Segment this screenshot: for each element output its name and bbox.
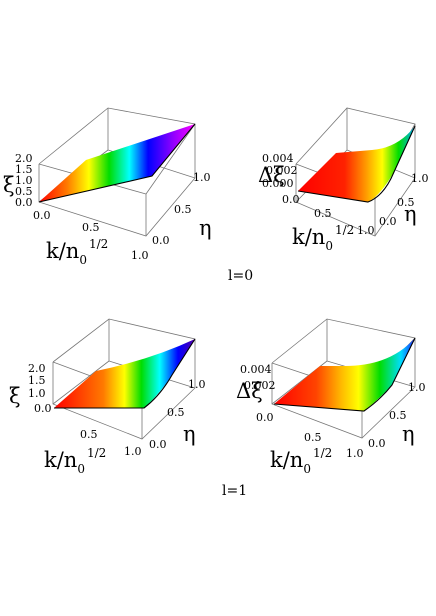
x-tick-label: 1.0 xyxy=(124,445,142,458)
z-tick-label: 0.0 xyxy=(15,196,33,209)
z-axis-label: ξ xyxy=(9,384,21,408)
surface-edge xyxy=(38,123,196,203)
x-tick-label: 0.5 xyxy=(314,207,332,220)
y-tick-label: 1.0 xyxy=(411,172,429,185)
z-tick-label: 1.5 xyxy=(28,374,46,387)
z-axis-label: ξ xyxy=(3,173,15,197)
row-caption: l=0 xyxy=(228,268,253,284)
surface-edge xyxy=(54,338,196,409)
z-axis-label: Δξ xyxy=(258,163,285,187)
z-tick-label: 2.0 xyxy=(28,362,46,375)
x-tick-label: 1.0 xyxy=(357,224,375,237)
surface-edge xyxy=(297,125,416,203)
y-tick-label: 0.0 xyxy=(149,438,167,451)
x-axis-label: k/n01/2 xyxy=(270,446,332,476)
panel-xi-l1: ξ 2.0 1.5 1.0 0.0 0.5 1.0 1.0 0.5 0.0 k/… xyxy=(9,318,206,476)
z-tick-label: 0.004 xyxy=(240,363,272,376)
surface xyxy=(298,126,415,202)
x-axis-label: k/n01/2 xyxy=(46,237,108,267)
panel-delta-xi-l0: Δξ 0.004 0.002 0.000 0.0 0.5 1.0 1.0 0.5… xyxy=(258,107,429,253)
z-tick-label: 2.0 xyxy=(15,152,33,165)
surface xyxy=(54,339,195,408)
y-axis-label: η xyxy=(199,216,212,240)
y-axis-label: η xyxy=(402,422,415,446)
x-tick-label: 1.0 xyxy=(131,249,149,262)
y-tick-label: 0.0 xyxy=(379,215,397,228)
y-tick-label: 0.0 xyxy=(368,437,386,450)
z-tick-label: 0.000 xyxy=(262,177,294,190)
y-axis-label: η xyxy=(183,422,196,446)
y-tick-label: 1.0 xyxy=(408,381,426,394)
z-tick-label: 0.002 xyxy=(244,379,276,392)
z-axis-label: Δξ xyxy=(236,379,263,403)
surface xyxy=(39,124,195,202)
z-tick-label: 1.0 xyxy=(28,387,46,400)
x-tick-label: 0.0 xyxy=(282,193,300,206)
x-tick-label: 0.0 xyxy=(33,209,51,222)
z-tick-label: 1.5 xyxy=(15,163,33,176)
x-tick-label: 0.5 xyxy=(80,428,98,441)
x-tick-label: 1.0 xyxy=(346,447,364,460)
x-tick-label: 0.5 xyxy=(82,221,100,234)
x-tick-label: 0.0 xyxy=(34,402,52,415)
x-tick-label: 0.0 xyxy=(256,411,274,424)
z-tick-label: 1.0 xyxy=(15,174,33,187)
x-axis-label: k/n01/2 xyxy=(292,223,354,253)
panel-xi-l0: ξ 2.0 1.5 1.0 0.5 0.0 0.0 0.5 1.0 1.0 0.… xyxy=(3,107,212,267)
y-axis-label: η xyxy=(404,202,417,226)
y-tick-label: 1.0 xyxy=(193,171,211,184)
x-tick-label: 0.5 xyxy=(304,431,322,444)
z-tick-label: 0.002 xyxy=(266,164,298,177)
y-tick-label: 0.5 xyxy=(397,196,415,209)
surface-edge xyxy=(273,337,416,412)
row-caption: l=1 xyxy=(222,483,247,499)
y-tick-label: 0.5 xyxy=(174,203,192,216)
y-tick-label: 0.0 xyxy=(152,234,170,247)
panel-delta-xi-l1: Δξ 0.004 0.002 0.0 0.5 1.0 1.0 0.5 0.0 k… xyxy=(236,318,426,476)
z-tick-label: 0.004 xyxy=(262,152,294,165)
y-tick-label: 1.0 xyxy=(188,378,206,391)
y-tick-label: 0.5 xyxy=(167,406,185,419)
x-axis-label: k/n01/2 xyxy=(44,446,106,476)
z-tick-label: 0.5 xyxy=(15,185,33,198)
y-tick-label: 0.5 xyxy=(389,409,407,422)
surface xyxy=(274,338,415,411)
